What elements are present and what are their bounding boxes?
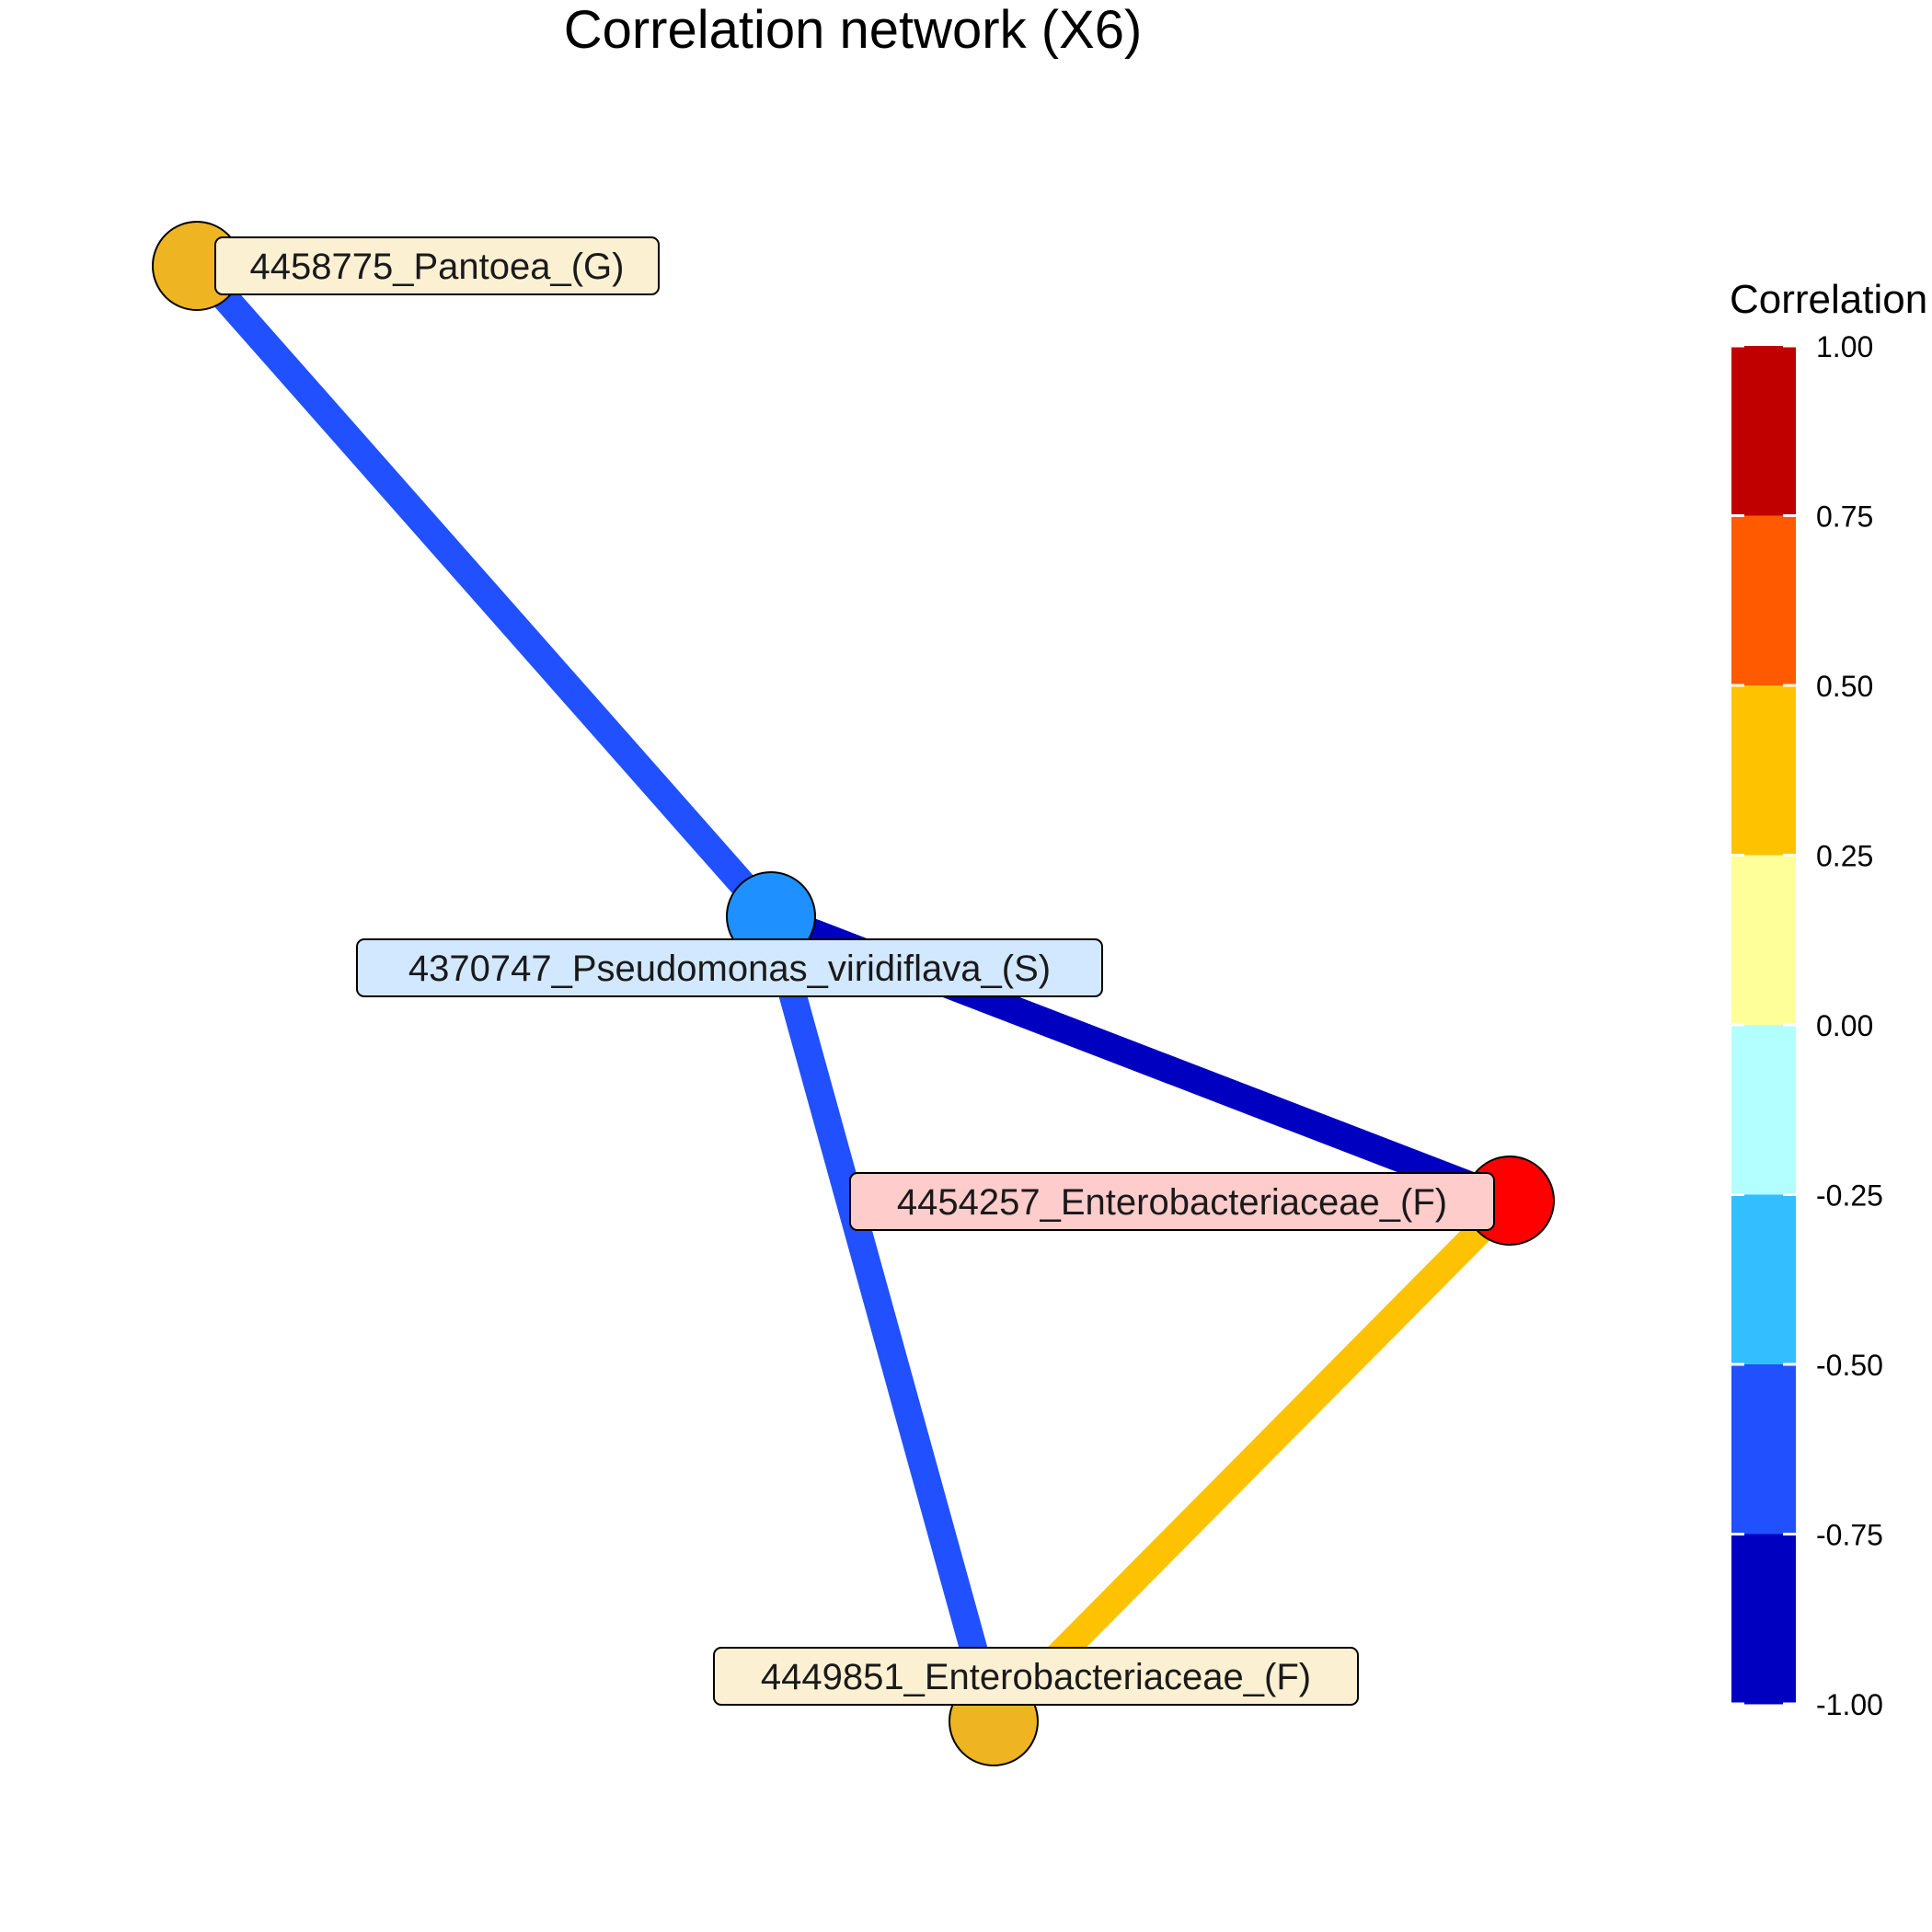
legend-bin xyxy=(1731,855,1796,1026)
legend-tick-label: -0.75 xyxy=(1816,1519,1883,1552)
node-label-entero1: 4454257_Enterobacteriaceae_(F) xyxy=(849,1172,1495,1231)
legend-bin xyxy=(1731,1364,1796,1535)
legend-title: Correlation xyxy=(1730,277,1927,322)
legend-bin xyxy=(1731,1194,1796,1365)
label-text: 4458775_Pantoea_(G) xyxy=(250,247,625,287)
legend-bin xyxy=(1731,1025,1796,1195)
legend-bin xyxy=(1731,685,1796,856)
legend-tick-label: -0.50 xyxy=(1816,1349,1883,1382)
label-text: 4454257_Enterobacteriaceae_(F) xyxy=(897,1182,1447,1223)
label-text: 4449851_Enterobacteriaceae_(F) xyxy=(761,1657,1311,1697)
edge-pantoea-pseudomonas xyxy=(186,257,782,926)
color-legend: Correlation 1.00 0.75 0.50 0.25 0.00 -0.25 -0.… xyxy=(1730,277,1927,1721)
label-box xyxy=(849,1172,1495,1231)
legend-tick-labels: 1.00 0.75 0.50 0.25 0.00 -0.25 -0.50 -0.75 -1.00 xyxy=(1731,330,1883,1721)
legend-color-bar xyxy=(1731,346,1796,1705)
legend-tick-label: 0.25 xyxy=(1816,840,1873,873)
legend-bin xyxy=(1731,1534,1796,1705)
label-layer: 4458775_Pantoea_(G) 4370747_Pseudomonas_v… xyxy=(214,236,1495,1706)
legend-bin xyxy=(1731,346,1796,516)
chart-title: Correlation network (X6) xyxy=(564,0,1143,60)
legend-tick-label: 1.00 xyxy=(1816,330,1873,363)
legend-tick-label: 0.00 xyxy=(1816,1009,1873,1042)
legend-tick-label: 0.75 xyxy=(1816,500,1873,534)
edge-pseudomonas-entero2 xyxy=(757,913,1007,1725)
label-text: 4370747_Pseudomonas_viridiflava_(S) xyxy=(408,949,1051,989)
node-label-pantoea: 4458775_Pantoea_(G) xyxy=(214,236,660,295)
legend-tick-label: 0.50 xyxy=(1816,670,1873,703)
edge-entero1-entero2 xyxy=(983,1190,1520,1731)
label-box xyxy=(713,1647,1359,1706)
node-label-entero2: 4449851_Enterobacteriaceae_(F) xyxy=(713,1647,1359,1706)
label-box xyxy=(356,938,1103,997)
node-label-pseudomonas: 4370747_Pseudomonas_viridiflava_(S) xyxy=(356,938,1103,997)
legend-tick-label: -1.00 xyxy=(1816,1688,1883,1721)
legend-bin xyxy=(1731,515,1796,686)
label-box xyxy=(214,236,660,295)
legend-tick-label: -0.25 xyxy=(1816,1179,1883,1213)
